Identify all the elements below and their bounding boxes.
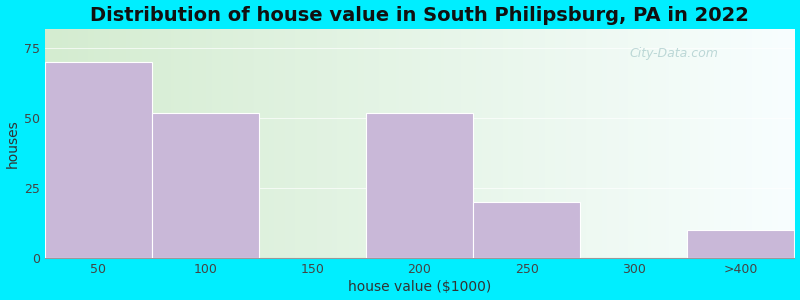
Bar (366, 113, 473, 258)
Text: City-Data.com: City-Data.com (630, 47, 718, 60)
Bar (473, 202, 580, 258)
X-axis label: house value ($1000): house value ($1000) (348, 280, 491, 294)
Y-axis label: houses: houses (6, 119, 19, 168)
Bar (687, 230, 794, 258)
Bar (152, 113, 259, 258)
Title: Distribution of house value in South Philipsburg, PA in 2022: Distribution of house value in South Phi… (90, 6, 749, 25)
Bar (45, 62, 152, 258)
